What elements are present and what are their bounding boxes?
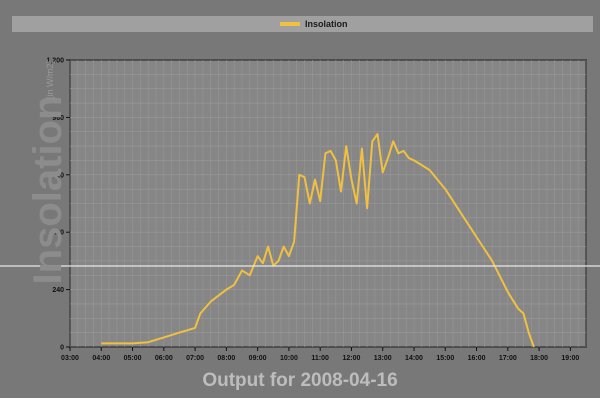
x-tick-label: 06:00 <box>155 355 173 362</box>
legend-swatch <box>280 22 300 26</box>
y-axis-title: Insolation <box>25 95 70 285</box>
chart-title: Output for 2008-04-16 <box>202 370 398 391</box>
y-tick-label: 240 <box>52 287 64 294</box>
y-tick-label: 1,200 <box>46 58 64 65</box>
y-axis-unit: [in W/m2] <box>45 61 55 100</box>
x-tick-label: 18:00 <box>530 355 548 362</box>
x-tick-label: 03:00 <box>61 355 79 362</box>
x-tick-label: 17:00 <box>499 355 517 362</box>
x-tick-label: 04:00 <box>92 355 110 362</box>
y-tick-label: 0 <box>60 345 64 352</box>
y-tick-label: 720 <box>52 172 64 179</box>
y-tick-label: 960 <box>52 115 64 122</box>
x-tick-label: 05:00 <box>124 355 142 362</box>
x-tick-label: 19:00 <box>561 355 579 362</box>
series-line-insolation <box>101 133 535 348</box>
x-tick-label: 09:00 <box>249 355 267 362</box>
x-tick-label: 08:00 <box>217 355 235 362</box>
x-tick-label: 07:00 <box>186 355 204 362</box>
legend-label: Insolation <box>305 19 348 29</box>
x-tick-label: 12:00 <box>343 355 361 362</box>
y-tick-label: 480 <box>52 230 64 237</box>
x-tick-label: 13:00 <box>374 355 392 362</box>
x-tick-label: 14:00 <box>405 355 423 362</box>
x-tick-label: 10:00 <box>280 355 298 362</box>
legend-entry[interactable]: Insolation <box>280 17 348 31</box>
x-tick-label: 16:00 <box>468 355 486 362</box>
x-tick-label: 11:00 <box>311 355 329 362</box>
legend-bar: Insolation <box>12 16 593 32</box>
x-tick-label: 15:00 <box>436 355 454 362</box>
